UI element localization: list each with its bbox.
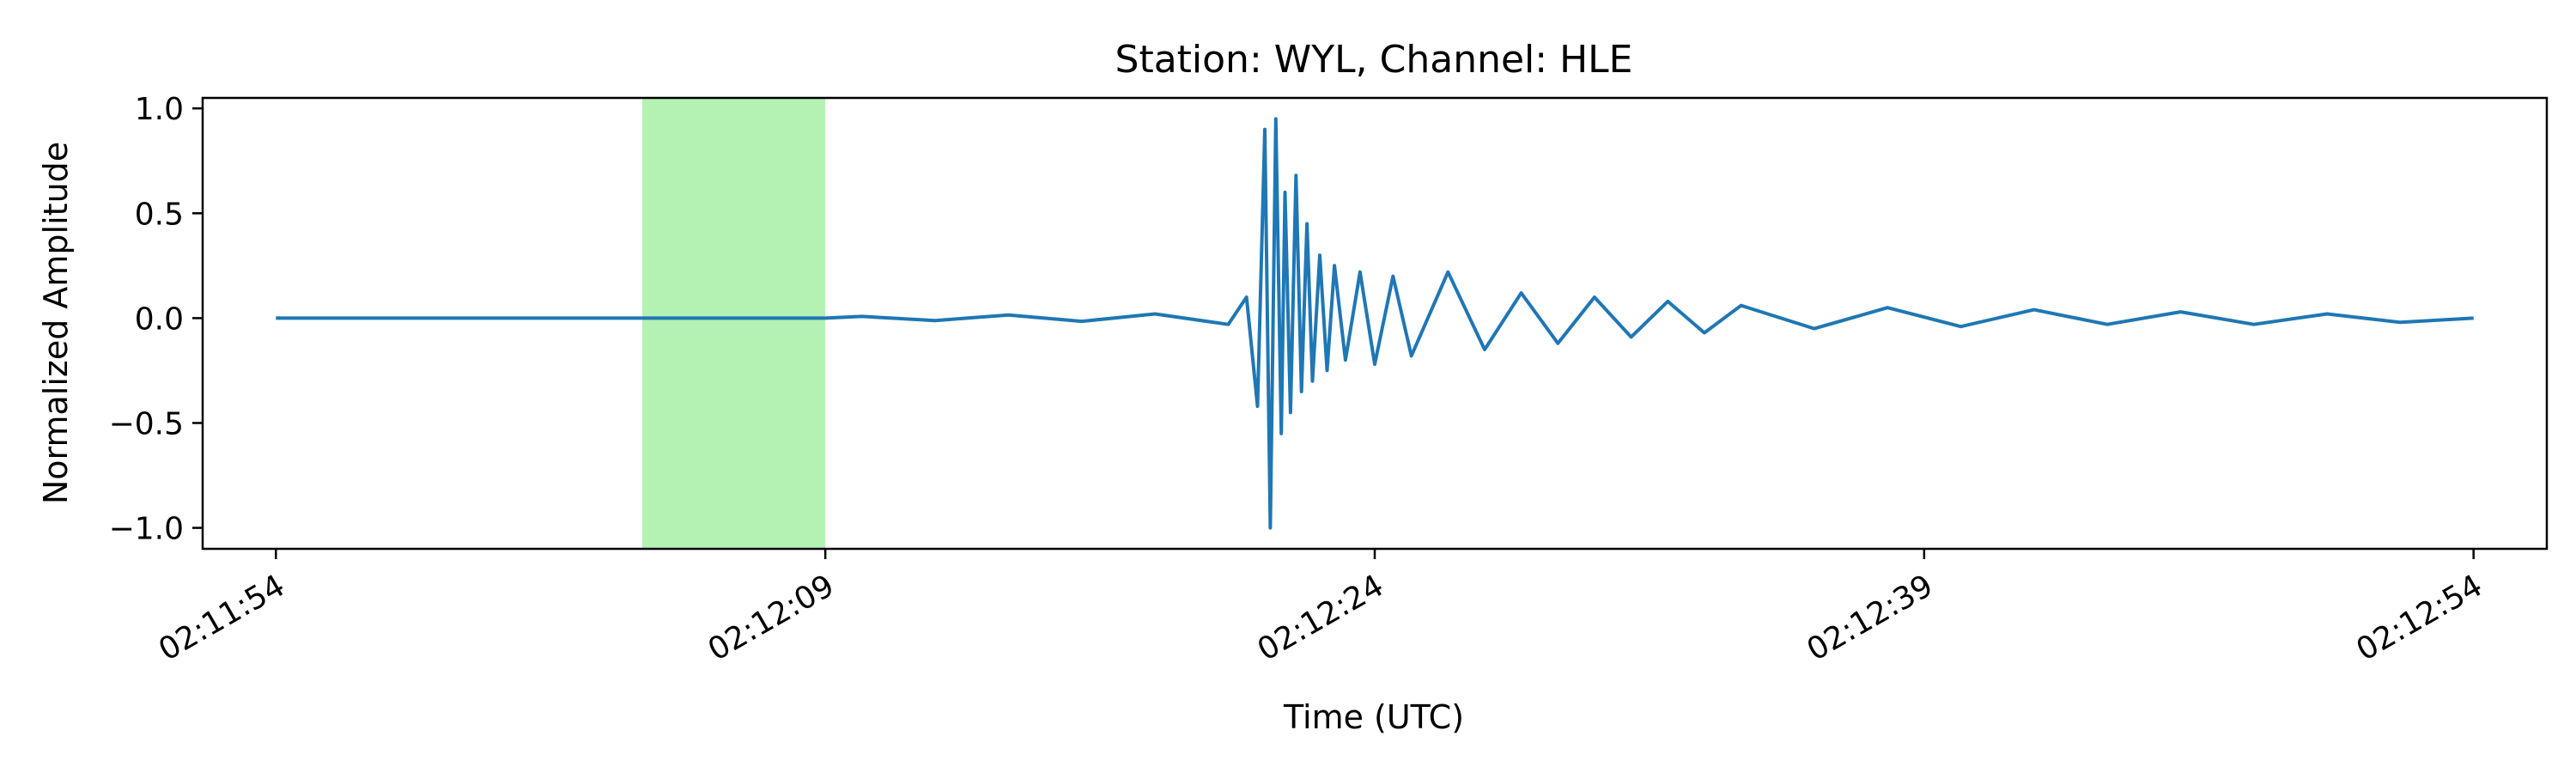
x-axis: 02:11:54 02:12:09 02:12:24 02:12:39 02:12:54 xyxy=(153,549,2488,668)
y-axis-label: Normalized Amplitude xyxy=(37,142,75,504)
series-line xyxy=(276,117,2474,530)
x-tick-label: 02:12:09 xyxy=(702,568,841,667)
y-tick-label: −0.5 xyxy=(109,406,184,441)
y-axis: 1.0 0.5 0.0 −0.5 −1.0 xyxy=(109,92,203,547)
y-tick-label: 0.0 xyxy=(135,301,184,337)
chart-title: Station: WYL, Channel: HLE xyxy=(1115,38,1633,82)
y-tick-label: 0.5 xyxy=(135,197,184,232)
x-tick-label: 02:12:54 xyxy=(2350,568,2488,667)
x-tick-label: 02:11:54 xyxy=(153,568,291,667)
y-tick-label: −1.0 xyxy=(109,512,184,547)
x-axis-label: Time (UTC) xyxy=(1283,698,1464,736)
y-tick-label: 1.0 xyxy=(135,92,184,127)
x-tick-label: 02:12:39 xyxy=(1801,568,1940,667)
x-tick-label: 02:12:24 xyxy=(1252,568,1390,667)
plot-frame xyxy=(201,96,2549,551)
highlight-span xyxy=(641,98,826,549)
